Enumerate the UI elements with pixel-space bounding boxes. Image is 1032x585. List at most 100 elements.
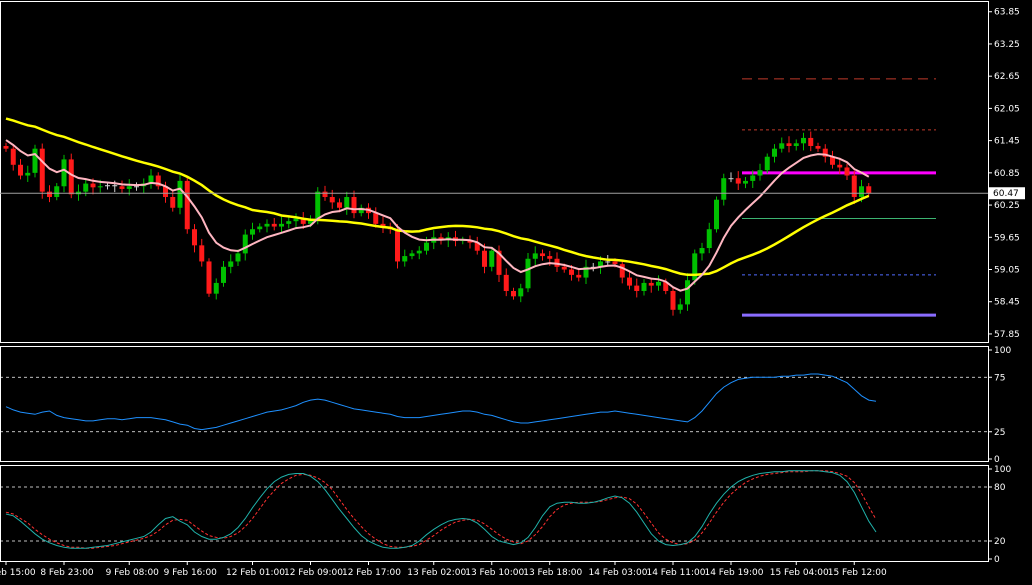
- candle-body: [612, 261, 618, 265]
- price-y-tick-label: 57.85: [994, 330, 1020, 340]
- osc-y-tick-label: 0: [994, 555, 1000, 565]
- candle-body: [170, 197, 176, 208]
- candle-body: [126, 186, 132, 189]
- candle-body: [279, 223, 284, 227]
- candle-body: [844, 167, 850, 176]
- candle-body: [511, 290, 516, 297]
- candle-body: [764, 156, 770, 171]
- price-y-tick-label: 59.65: [994, 233, 1020, 243]
- candle-body: [228, 261, 234, 267]
- candle-body: [221, 266, 226, 283]
- candle-body: [351, 197, 357, 214]
- candle-body: [837, 164, 843, 168]
- candle-body: [242, 234, 248, 254]
- candle-body: [308, 218, 313, 224]
- price-y-tick-label: 62.65: [994, 72, 1020, 82]
- candle-body: [105, 185, 110, 187]
- candle-body: [482, 250, 487, 267]
- candle-body: [489, 250, 495, 267]
- x-tick-label: 12 Feb 17:00: [342, 568, 401, 578]
- candle-body: [627, 277, 632, 286]
- candle-body: [358, 207, 364, 214]
- candle-body: [569, 269, 574, 275]
- candle-body: [18, 164, 23, 176]
- candle-body: [409, 253, 415, 257]
- candle-body: [322, 191, 328, 198]
- candle-body: [503, 274, 509, 291]
- current-price-label: 60.47: [993, 189, 1019, 199]
- candle-body: [380, 223, 386, 227]
- candle-body: [293, 218, 299, 222]
- candle-body: [699, 248, 705, 254]
- candle-body: [192, 229, 197, 246]
- current-price-box: [989, 187, 1025, 200]
- candle-body: [83, 183, 89, 192]
- candle-body: [721, 178, 727, 200]
- candle-body: [532, 253, 538, 259]
- candle-body: [271, 223, 277, 227]
- candle-body: [235, 253, 241, 262]
- candle-body: [3, 145, 9, 149]
- candle-body: [315, 191, 321, 219]
- candle-body: [286, 221, 292, 224]
- candle-body: [779, 143, 785, 149]
- x-tick-label: 15 Feb 04:00: [770, 568, 829, 578]
- osc-y-tick-label: 100: [994, 465, 1011, 475]
- candle-body: [547, 256, 553, 259]
- candle-body: [184, 180, 190, 230]
- candle-body: [119, 186, 125, 189]
- candle-body: [402, 256, 408, 262]
- price-y-tick-label: 58.45: [994, 298, 1020, 308]
- candle-body: [815, 145, 821, 149]
- candle-body: [634, 285, 640, 291]
- ma-slow-line: [5, 117, 870, 277]
- x-tick-label: 9 Feb 16:00: [164, 568, 218, 578]
- price-y-tick-label: 63.25: [994, 40, 1020, 50]
- candle-body: [743, 180, 748, 184]
- candle-body: [90, 183, 96, 188]
- candle-body: [851, 175, 857, 198]
- price-y-tick-label: 63.85: [994, 8, 1020, 18]
- candle-body: [808, 137, 814, 146]
- candle-body: [750, 175, 756, 181]
- candle-body: [561, 266, 567, 270]
- candle-body: [706, 229, 712, 249]
- candle-body: [757, 170, 763, 176]
- x-tick-label: 12 Feb 01:00: [226, 568, 285, 578]
- x-tick-label: 13 Feb 18:00: [523, 568, 582, 578]
- candle-body: [822, 148, 828, 157]
- candle-body: [583, 266, 589, 278]
- candle-body: [395, 229, 400, 262]
- candle-body: [605, 261, 611, 263]
- candle-body: [786, 143, 792, 146]
- candle-body: [772, 148, 777, 157]
- candle-body: [670, 290, 676, 310]
- x-tick-label: 13 Feb 10:00: [465, 568, 524, 578]
- candle-body: [134, 186, 139, 188]
- osc-y-tick-label: 100: [994, 346, 1011, 356]
- osc-y-tick-label: 25: [994, 428, 1005, 438]
- candle-body: [496, 250, 502, 275]
- candle-body: [250, 229, 255, 235]
- candle-body: [199, 245, 205, 262]
- candle-body: [685, 280, 690, 305]
- x-tick-label: 14 Feb 03:00: [588, 568, 647, 578]
- candle-body: [329, 197, 335, 203]
- candle-body: [54, 186, 60, 198]
- candle-body: [830, 156, 835, 165]
- candle-body: [793, 143, 799, 146]
- candle-body: [373, 213, 379, 224]
- candle-body: [177, 180, 183, 208]
- price-panel: [0, 1, 989, 343]
- x-tick-label: 9 Feb 08:00: [106, 568, 160, 578]
- candle-body: [32, 148, 38, 173]
- candle-body: [859, 186, 864, 198]
- oscillator-2-panel: [0, 465, 989, 562]
- osc-y-tick-label: 75: [994, 373, 1005, 383]
- candle-body: [735, 178, 741, 184]
- price-y-tick-label: 60.25: [994, 201, 1020, 211]
- candle-body: [148, 175, 154, 184]
- candle-body: [714, 199, 719, 230]
